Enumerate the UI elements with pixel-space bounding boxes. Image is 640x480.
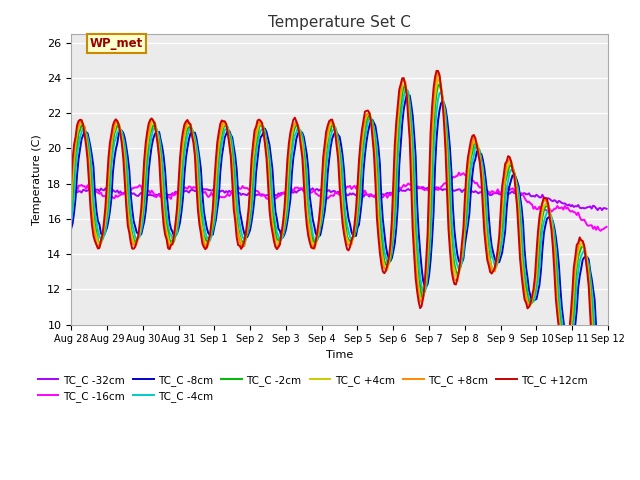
Text: WP_met: WP_met xyxy=(90,37,143,50)
X-axis label: Time: Time xyxy=(326,350,353,360)
Title: Temperature Set C: Temperature Set C xyxy=(268,15,411,30)
Legend: TC_C -32cm, TC_C -16cm, TC_C -8cm, TC_C -4cm, TC_C -2cm, TC_C +4cm, TC_C +8cm, T: TC_C -32cm, TC_C -16cm, TC_C -8cm, TC_C … xyxy=(33,371,592,406)
Y-axis label: Temperature (C): Temperature (C) xyxy=(31,134,42,225)
